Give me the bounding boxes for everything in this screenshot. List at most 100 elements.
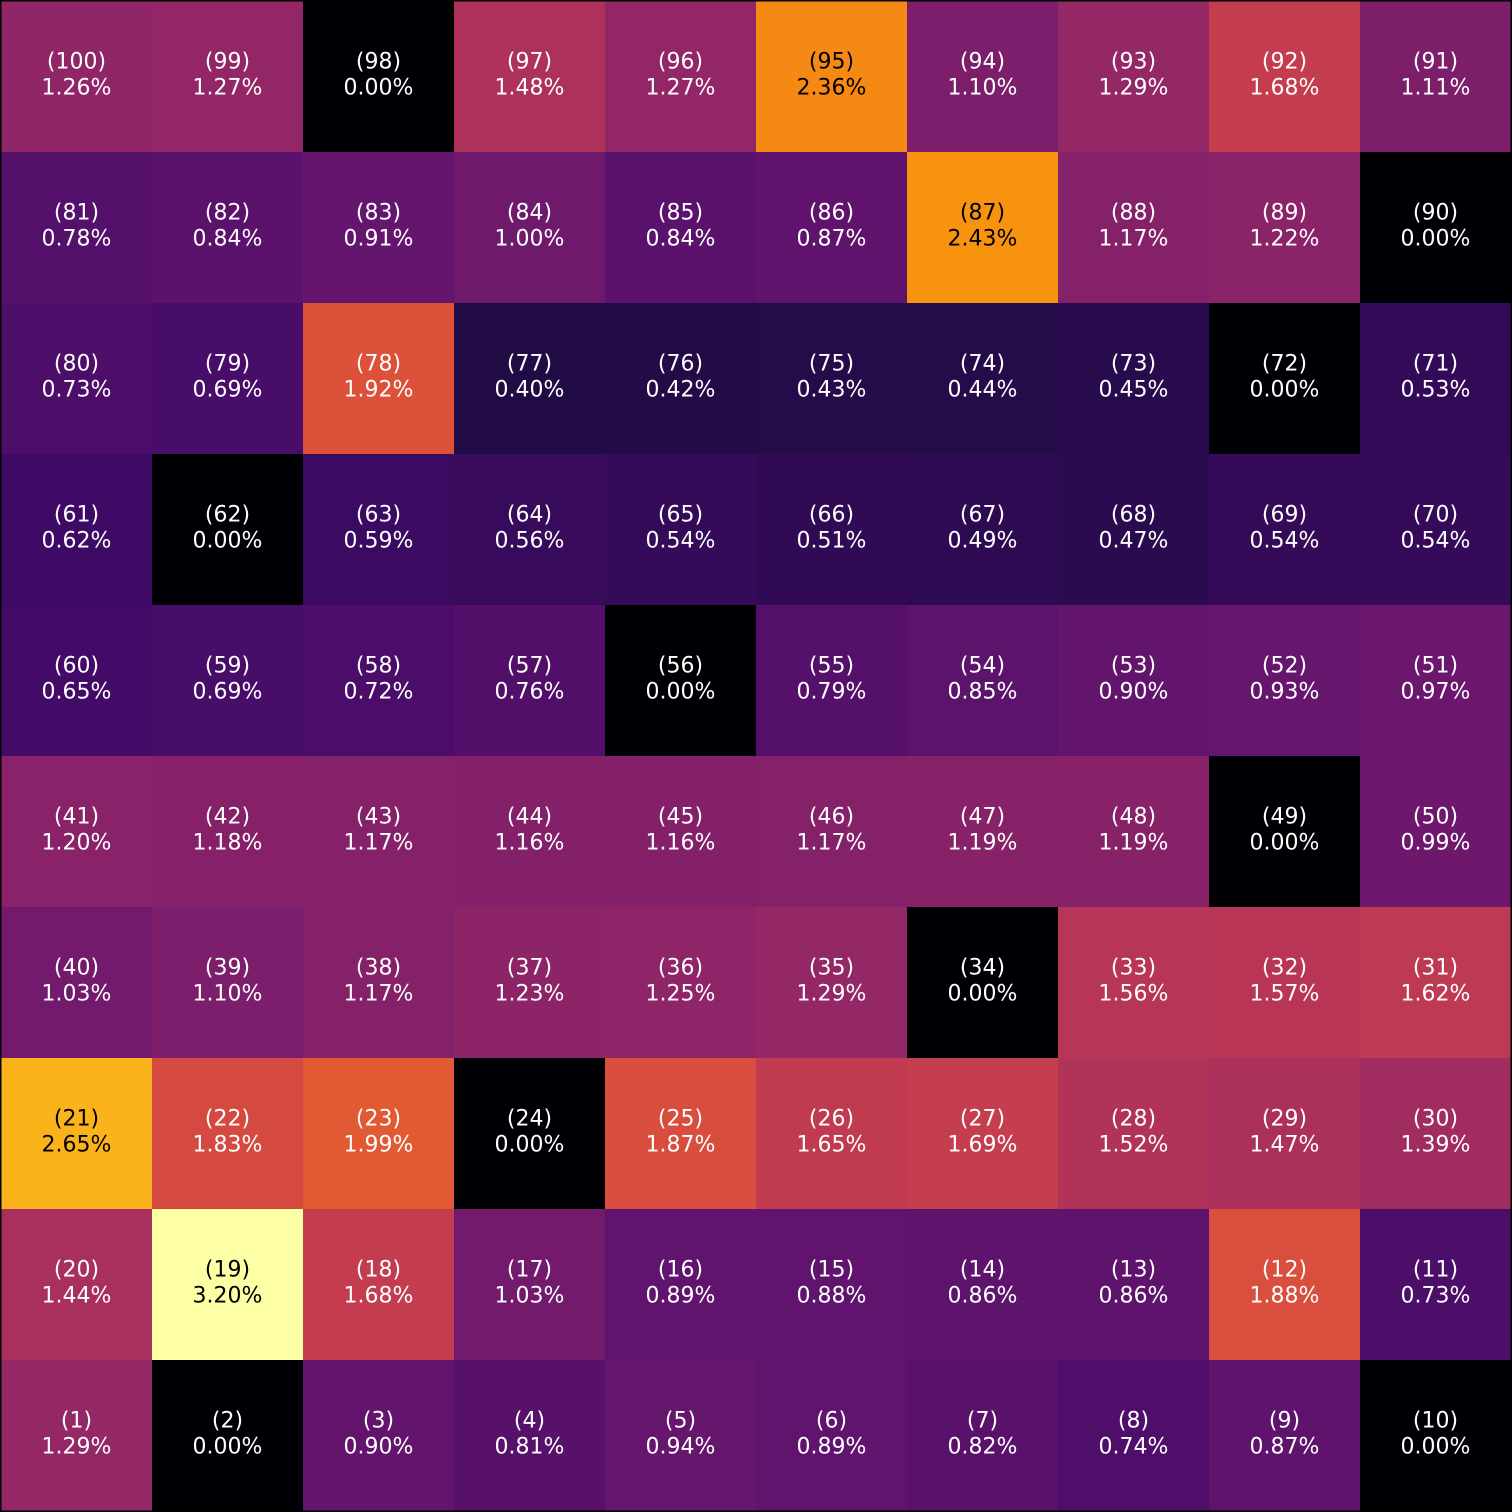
heatmap-cell bbox=[152, 152, 304, 304]
heatmap-cell bbox=[756, 756, 908, 908]
cell-label: (60) bbox=[54, 654, 99, 679]
cell-label: (86) bbox=[809, 201, 854, 226]
heatmap-cell bbox=[1, 303, 153, 455]
heatmap-cell bbox=[152, 1, 304, 153]
cell-value-label: 1.29% bbox=[797, 982, 867, 1007]
cell-value-label: 0.00% bbox=[1401, 227, 1471, 252]
cell-label: (32) bbox=[1262, 956, 1307, 981]
heatmap-cell bbox=[1360, 303, 1512, 455]
cell-label: (61) bbox=[54, 503, 99, 528]
heatmap-cell bbox=[1209, 756, 1361, 908]
heatmap-cell bbox=[1360, 1209, 1512, 1361]
heatmap-cell bbox=[1, 1058, 153, 1210]
cell-value-label: 1.16% bbox=[495, 831, 565, 856]
cell-label: (20) bbox=[54, 1258, 99, 1283]
cell-value-label: 0.87% bbox=[1250, 1435, 1320, 1460]
heatmap-cell bbox=[1209, 152, 1361, 304]
cell-label: (48) bbox=[1111, 805, 1156, 830]
cell-value-label: 0.91% bbox=[344, 227, 414, 252]
cell-value-label: 0.00% bbox=[1250, 831, 1320, 856]
cell-label: (55) bbox=[809, 654, 854, 679]
cell-label: (50) bbox=[1413, 805, 1458, 830]
cell-label: (93) bbox=[1111, 50, 1156, 75]
cell-label: (69) bbox=[1262, 503, 1307, 528]
heatmap-cell bbox=[605, 1360, 757, 1512]
cell-label: (37) bbox=[507, 956, 552, 981]
cell-label: (17) bbox=[507, 1258, 552, 1283]
cell-label: (64) bbox=[507, 503, 552, 528]
cell-value-label: 1.17% bbox=[344, 831, 414, 856]
cell-value-label: 1.56% bbox=[1099, 982, 1169, 1007]
cell-value-label: 0.43% bbox=[797, 378, 867, 403]
heatmap-cell bbox=[1, 756, 153, 908]
cell-value-label: 1.10% bbox=[948, 76, 1018, 101]
cell-label: (1) bbox=[61, 1409, 92, 1434]
cell-label: (75) bbox=[809, 352, 854, 377]
cell-label: (34) bbox=[960, 956, 1005, 981]
cell-value-label: 0.44% bbox=[948, 378, 1018, 403]
cell-value-label: 0.73% bbox=[1401, 1284, 1471, 1309]
heatmap-cell bbox=[907, 756, 1059, 908]
cell-label: (85) bbox=[658, 201, 703, 226]
cell-label: (22) bbox=[205, 1107, 250, 1132]
cell-value-label: 0.88% bbox=[797, 1284, 867, 1309]
heatmap-cell bbox=[152, 907, 304, 1059]
cell-label: (79) bbox=[205, 352, 250, 377]
heatmap-cell bbox=[454, 1, 606, 153]
heatmap-cell bbox=[605, 756, 757, 908]
cell-value-label: 0.87% bbox=[797, 227, 867, 252]
cell-label: (81) bbox=[54, 201, 99, 226]
cell-value-label: 0.47% bbox=[1099, 529, 1169, 554]
cell-label: (18) bbox=[356, 1258, 401, 1283]
cell-label: (78) bbox=[356, 352, 401, 377]
cell-label: (12) bbox=[1262, 1258, 1307, 1283]
cell-label: (28) bbox=[1111, 1107, 1156, 1132]
cell-value-label: 1.18% bbox=[193, 831, 263, 856]
heatmap-cell bbox=[605, 907, 757, 1059]
heatmap-cell bbox=[1058, 1209, 1210, 1361]
cell-label: (10) bbox=[1413, 1409, 1458, 1434]
cell-value-label: 0.89% bbox=[797, 1435, 867, 1460]
heatmap-cell bbox=[454, 907, 606, 1059]
cell-value-label: 1.19% bbox=[1099, 831, 1169, 856]
heatmap-cell bbox=[1209, 605, 1361, 757]
cell-label: (45) bbox=[658, 805, 703, 830]
cell-value-label: 0.73% bbox=[42, 378, 112, 403]
cell-value-label: 1.25% bbox=[646, 982, 716, 1007]
cell-label: (68) bbox=[1111, 503, 1156, 528]
cell-value-label: 1.57% bbox=[1250, 982, 1320, 1007]
cell-label: (47) bbox=[960, 805, 1005, 830]
cell-label: (19) bbox=[205, 1258, 250, 1283]
cell-label: (15) bbox=[809, 1258, 854, 1283]
cell-value-label: 1.69% bbox=[948, 1133, 1018, 1158]
cell-value-label: 2.65% bbox=[42, 1133, 112, 1158]
cell-value-label: 2.43% bbox=[948, 227, 1018, 252]
cell-value-label: 1.44% bbox=[42, 1284, 112, 1309]
cell-value-label: 1.87% bbox=[646, 1133, 716, 1158]
cell-value-label: 1.17% bbox=[344, 982, 414, 1007]
cell-value-label: 0.85% bbox=[948, 680, 1018, 705]
heatmap-cell bbox=[303, 152, 455, 304]
cell-label: (56) bbox=[658, 654, 703, 679]
heatmap-cell bbox=[1209, 1058, 1361, 1210]
heatmap-cell bbox=[605, 454, 757, 606]
cell-label: (26) bbox=[809, 1107, 854, 1132]
heatmap-cell bbox=[152, 1360, 304, 1512]
cell-value-label: 1.27% bbox=[193, 76, 263, 101]
heatmap-cell bbox=[605, 605, 757, 757]
cell-label: (2) bbox=[212, 1409, 243, 1434]
cell-label: (57) bbox=[507, 654, 552, 679]
heatmap-cell bbox=[303, 605, 455, 757]
cell-label: (29) bbox=[1262, 1107, 1307, 1132]
cell-value-label: 0.45% bbox=[1099, 378, 1169, 403]
cell-label: (13) bbox=[1111, 1258, 1156, 1283]
cell-value-label: 0.72% bbox=[344, 680, 414, 705]
cell-label: (95) bbox=[809, 50, 854, 75]
heatmap-cell bbox=[1, 1, 153, 153]
cell-value-label: 0.82% bbox=[948, 1435, 1018, 1460]
cell-value-label: 0.54% bbox=[646, 529, 716, 554]
cell-value-label: 1.48% bbox=[495, 76, 565, 101]
cell-value-label: 1.23% bbox=[495, 982, 565, 1007]
